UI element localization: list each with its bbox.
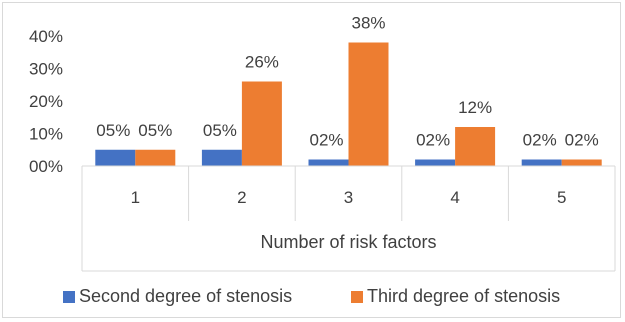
bar-second-degree	[201, 149, 242, 166]
x-axis-category-area: 1 2 3 4 5	[81, 166, 616, 272]
data-label: 26%	[245, 53, 279, 72]
legend-label: Second degree of stenosis	[79, 286, 292, 306]
y-tick-label: 10%	[29, 125, 63, 144]
data-labels: 05% 05% 05% 26% 02% 38% 02% 12% 02% 02%	[96, 14, 598, 150]
data-label: 38%	[351, 14, 385, 33]
data-label: 05%	[96, 121, 130, 140]
bar-third-degree	[561, 159, 602, 166]
x-tick-label: 1	[131, 188, 140, 207]
data-label: 02%	[523, 131, 557, 150]
data-label: 12%	[458, 98, 492, 117]
x-tick-label: 3	[344, 188, 353, 207]
x-tick-label: 2	[237, 188, 246, 207]
y-tick-label: 30%	[29, 60, 63, 79]
legend-swatch	[351, 291, 363, 303]
data-label: 05%	[138, 121, 172, 140]
bar-third-degree	[348, 42, 389, 166]
bar-second-degree	[308, 159, 349, 166]
bar-second-degree	[95, 149, 136, 166]
bar-third-degree	[455, 127, 496, 166]
legend-swatch	[63, 291, 75, 303]
bar-second-degree	[415, 159, 456, 166]
data-label: 02%	[565, 131, 599, 150]
x-axis-title: Number of risk factors	[260, 232, 436, 252]
y-axis-ticks: 00% 10% 20% 30% 40%	[29, 27, 63, 176]
legend-label: Third degree of stenosis	[367, 286, 560, 306]
data-label: 02%	[416, 131, 450, 150]
x-tick-label: 4	[450, 188, 459, 207]
x-tick-label: 5	[557, 188, 566, 207]
data-label: 05%	[203, 121, 237, 140]
legend: Second degree of stenosis Third degree of…	[63, 286, 560, 306]
bar-third-degree	[241, 81, 282, 166]
bar-second-degree	[521, 159, 562, 166]
bar-third-degree	[135, 149, 176, 166]
bar-group	[95, 42, 602, 166]
y-tick-label: 00%	[29, 157, 63, 176]
y-tick-label: 40%	[29, 27, 63, 46]
data-label: 02%	[309, 131, 343, 150]
y-tick-label: 20%	[29, 92, 63, 111]
